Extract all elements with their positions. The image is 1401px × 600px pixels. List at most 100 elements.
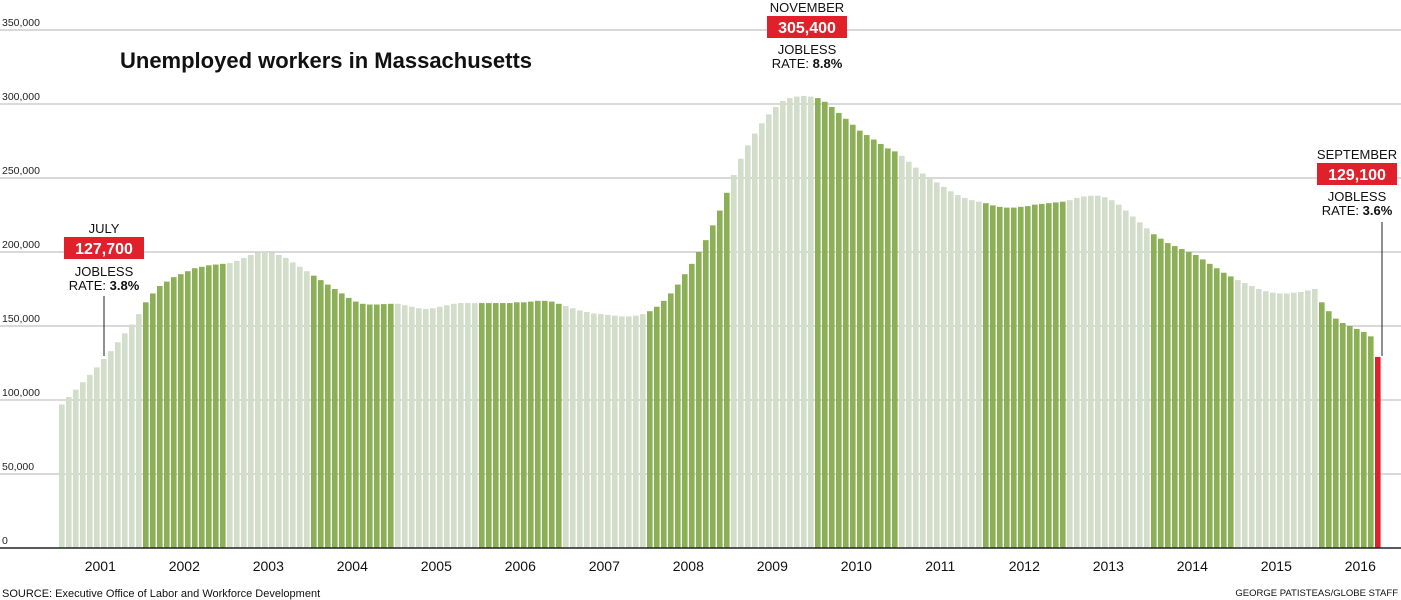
bar: [598, 314, 604, 548]
bar: [1004, 207, 1010, 548]
bar: [1214, 268, 1220, 548]
bar: [836, 112, 842, 548]
x-tick-label: 2009: [757, 558, 788, 574]
bar: [1088, 195, 1094, 548]
bar: [1277, 293, 1283, 548]
bar: [1193, 254, 1199, 548]
bar: [136, 314, 142, 548]
bar: [633, 315, 639, 548]
bar: [1186, 252, 1192, 548]
annotation-rate-prefix: RATE:: [772, 56, 809, 71]
annotation-value: 305,400: [778, 20, 836, 37]
bar: [115, 342, 121, 548]
bar: [1018, 206, 1024, 549]
bar: [73, 389, 79, 548]
bar: [752, 133, 758, 548]
annotation-month: JULY: [89, 221, 120, 236]
bar: [703, 240, 709, 548]
annotation-rate-value: 3.8%: [110, 278, 140, 293]
bar: [899, 155, 905, 549]
bar: [507, 303, 513, 548]
bar: [346, 297, 352, 548]
bar: [416, 308, 422, 548]
bar: [1375, 356, 1381, 548]
bar: [1347, 326, 1353, 548]
bar: [255, 252, 261, 549]
bar: [486, 303, 492, 548]
bar: [444, 305, 450, 548]
bar: [1319, 302, 1325, 548]
bar: [1270, 292, 1276, 548]
annotation-rate-value: 8.8%: [813, 56, 843, 71]
bar: [542, 300, 548, 548]
bar: [269, 252, 275, 549]
bar: [514, 302, 520, 548]
bar: [332, 289, 338, 548]
bar: [871, 139, 877, 548]
bar: [1130, 216, 1136, 549]
y-tick-label: 150,000: [2, 313, 40, 325]
bar: [843, 118, 849, 549]
bar: [1095, 195, 1101, 548]
bar: [1060, 201, 1066, 548]
bar: [108, 351, 114, 548]
bar: [1207, 263, 1213, 548]
x-tick-label: 2007: [589, 558, 620, 574]
bar: [962, 197, 968, 549]
x-tick-label: 2016: [1345, 558, 1376, 574]
bar: [402, 305, 408, 548]
bar: [640, 314, 646, 548]
bar: [234, 260, 240, 548]
bar: [577, 310, 583, 548]
bar: [976, 201, 982, 548]
annotation-value-box: [767, 16, 847, 38]
bar: [913, 167, 919, 548]
bar: [605, 314, 611, 548]
bar: [409, 306, 415, 548]
bar: [906, 161, 912, 548]
bar: [1179, 249, 1185, 549]
bar: [318, 280, 324, 548]
bar: [276, 254, 282, 548]
source-note: SOURCE: Executive Office of Labor and Wo…: [2, 588, 320, 600]
bar: [794, 96, 800, 548]
bar: [766, 114, 772, 549]
bar: [850, 124, 856, 548]
x-tick-label: 2008: [673, 558, 704, 574]
bar: [101, 359, 107, 548]
bar: [1228, 276, 1234, 548]
annotation-november-2009: NOVEMBER 305,400 JOBLESS RATE: 8.8%: [767, 0, 847, 71]
y-tick-label: 100,000: [2, 387, 40, 399]
bar: [682, 274, 688, 548]
annotation-value-box: [64, 237, 144, 259]
bar: [549, 301, 555, 548]
bar: [1242, 283, 1248, 548]
bar: [1151, 234, 1157, 549]
bar: [675, 284, 681, 548]
bar: [150, 293, 156, 548]
bar: [724, 192, 730, 549]
bar: [822, 101, 828, 548]
bar: [1235, 280, 1241, 548]
bar: [241, 257, 247, 548]
annotation-value: 127,700: [75, 241, 133, 258]
bar: [87, 374, 93, 548]
annotation-value: 129,100: [1328, 167, 1386, 184]
y-tick-label: 250,000: [2, 165, 40, 177]
annotation-rate-value: 3.6%: [1363, 203, 1393, 218]
y-tick-label: 350,000: [2, 17, 40, 29]
bar: [1312, 289, 1318, 548]
annotation-rate-line: RATE: 8.8%: [772, 56, 843, 71]
bar: [626, 316, 632, 548]
bar: [1340, 323, 1346, 548]
bar: [213, 264, 219, 548]
bar: [206, 265, 212, 548]
bar: [1263, 291, 1269, 548]
bar: [1291, 292, 1297, 548]
x-tick-label: 2015: [1261, 558, 1292, 574]
bar: [1025, 206, 1031, 548]
bar: [1333, 318, 1339, 548]
bar: [801, 96, 807, 548]
bar: [654, 306, 660, 548]
bar: [339, 293, 345, 548]
